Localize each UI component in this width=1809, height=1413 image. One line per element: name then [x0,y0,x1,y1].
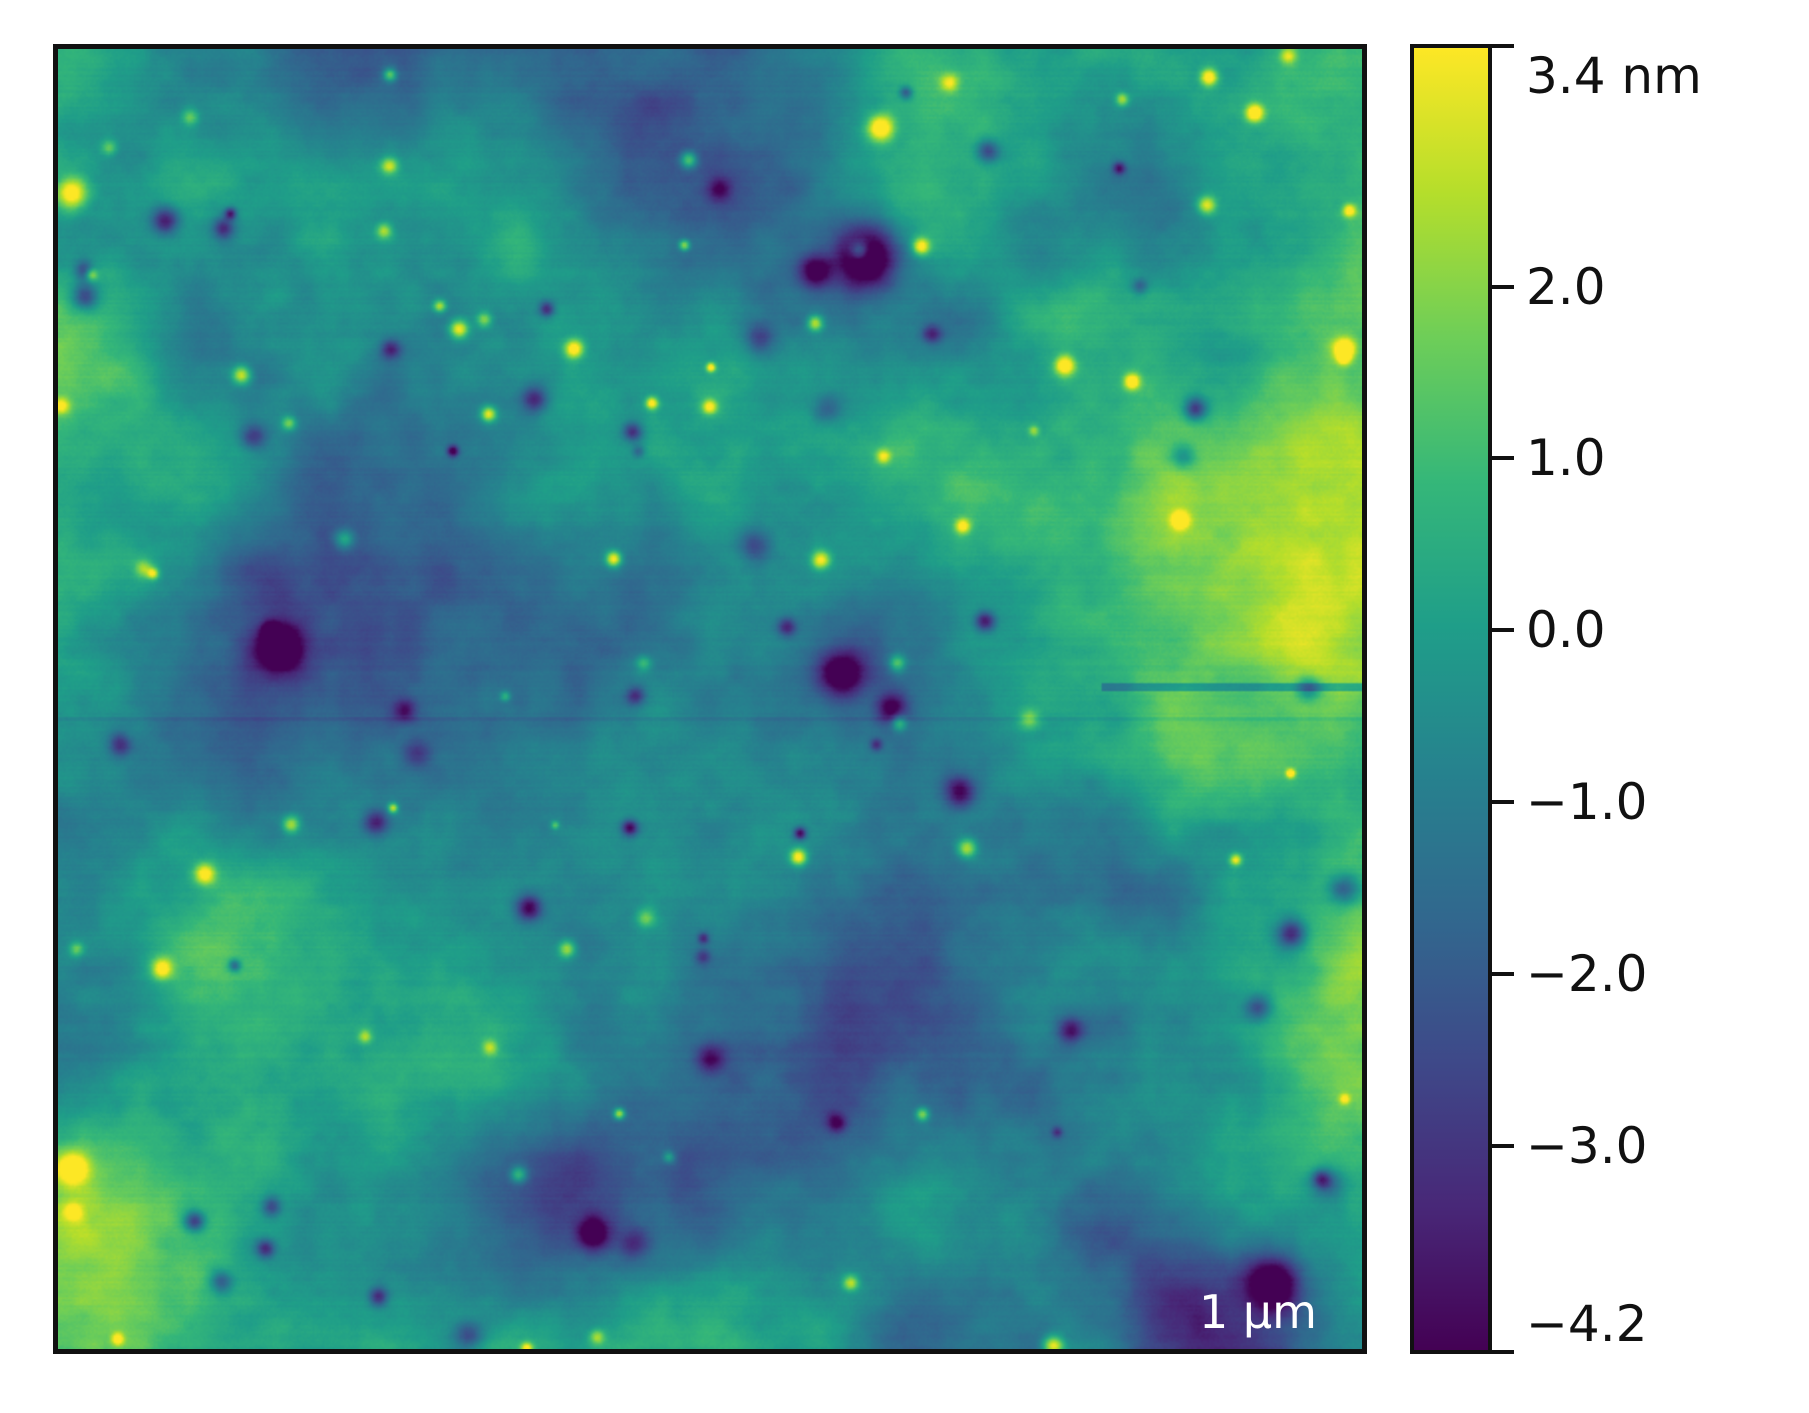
colorbar-tick-label: 0.0 [1526,601,1606,660]
colorbar-tick-label: 2.0 [1526,257,1606,316]
height-map [58,49,1362,1349]
colorbar-tick-label: −2.0 [1526,944,1648,1003]
colorbar-tick [1492,628,1514,633]
colorbar-tick-label: −3.0 [1526,1116,1648,1175]
colorbar-tick [1492,456,1514,461]
colorbar-tick [1492,1350,1514,1354]
colorbar-tick [1492,800,1514,805]
colorbar-tick [1492,44,1514,48]
colorbar-tick [1492,284,1514,289]
scale-bar: 1 µm [1123,1285,1362,1354]
scale-bar-cap-left [1124,1349,1130,1354]
colorbar-tick [1492,1143,1514,1148]
colorbar-tick-label: −1.0 [1526,773,1648,832]
colorbar [1410,44,1492,1354]
scale-bar-label: 1 µm [1199,1285,1317,1339]
colorbar-tick [1492,971,1514,976]
colorbar-tick-label: 3.4 nm [1526,47,1702,105]
colorbar-tick-label: 1.0 [1526,429,1606,488]
colorbar-tick-label: −4.2 [1526,1295,1648,1353]
afm-height-image: 1 µm [53,44,1367,1354]
